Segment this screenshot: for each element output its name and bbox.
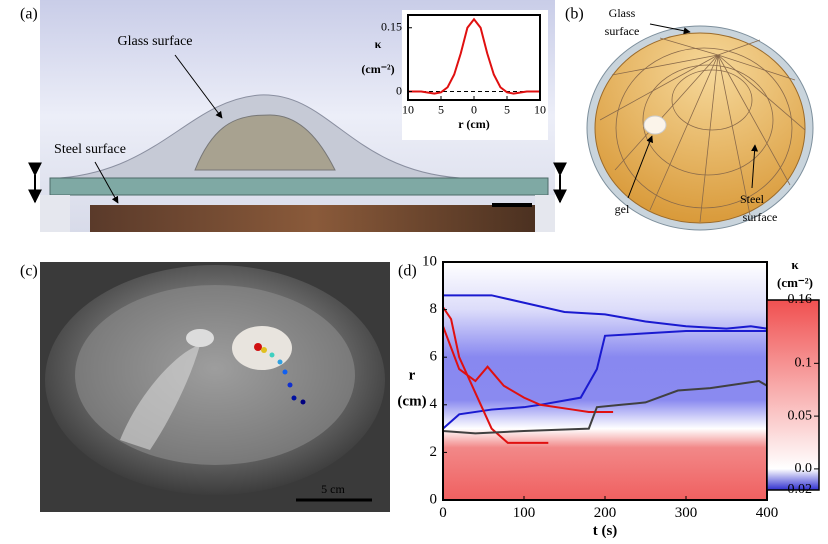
panel-label: (c) bbox=[20, 263, 38, 280]
y-axis-label: κ bbox=[375, 37, 382, 51]
x-axis-label: t (s) bbox=[593, 523, 618, 539]
y-axis-label: r bbox=[409, 367, 416, 383]
steel-label: surface bbox=[743, 210, 778, 224]
colorbar-label: κ bbox=[791, 257, 799, 272]
colorbar-tick-label: 0.16 bbox=[788, 292, 813, 307]
y-tick-label: 10 bbox=[422, 253, 437, 269]
x-tick-label: 5 bbox=[504, 103, 510, 117]
steel-label: Steel bbox=[740, 192, 765, 206]
y-tick-label: 0.15 bbox=[381, 20, 402, 34]
x-tick-label: 400 bbox=[756, 505, 779, 521]
page: Glass surface Steel surface Glass surfac… bbox=[0, 0, 828, 544]
colorbar-tick-label: 0.05 bbox=[788, 408, 813, 423]
y-tick-label: 0 bbox=[430, 491, 438, 507]
x-tick-label: 5 bbox=[438, 103, 444, 117]
scale-label: 5 cm bbox=[321, 482, 345, 496]
x-axis-label: r (cm) bbox=[458, 117, 489, 131]
x-tick-label: 100 bbox=[513, 505, 536, 521]
y-tick-label: 6 bbox=[430, 349, 438, 365]
y-tick-label: 0 bbox=[396, 83, 402, 97]
colorbar-tick-label: 0.0 bbox=[795, 461, 813, 476]
colorbar-tick-label: 0.1 bbox=[795, 356, 813, 371]
figure: Glass surface Steel surface Glass surfac… bbox=[0, 0, 828, 544]
panel-label: (a) bbox=[20, 6, 38, 23]
panel-label: (b) bbox=[565, 6, 584, 23]
cone-diagram bbox=[587, 26, 813, 230]
glass-label: Glass bbox=[609, 6, 636, 20]
x-tick-label: 200 bbox=[594, 505, 617, 521]
photo-c bbox=[40, 262, 390, 512]
panel-label: (d) bbox=[398, 263, 417, 280]
field-background bbox=[443, 262, 767, 500]
y-axis-label: (cm) bbox=[397, 393, 426, 409]
y-axis-label: (cm⁻²) bbox=[361, 62, 394, 76]
x-tick-label: 10 bbox=[534, 103, 546, 117]
x-tick-label: 300 bbox=[675, 505, 698, 521]
y-tick-label: 4 bbox=[430, 396, 438, 412]
x-tick-label: 0 bbox=[471, 103, 477, 117]
glass-label: surface bbox=[605, 24, 640, 38]
glass-label: Glass surface bbox=[117, 34, 192, 49]
steel-label: Steel surface bbox=[54, 142, 126, 157]
colorbar-label: (cm⁻²) bbox=[777, 275, 813, 290]
x-tick-label: 0 bbox=[439, 505, 447, 521]
y-tick-label: 2 bbox=[430, 444, 438, 460]
colorbar-tick-label: -0.02 bbox=[783, 482, 812, 497]
x-tick-label: 10 bbox=[402, 103, 414, 117]
gel-label: gel bbox=[615, 202, 630, 216]
y-tick-label: 8 bbox=[430, 301, 438, 317]
